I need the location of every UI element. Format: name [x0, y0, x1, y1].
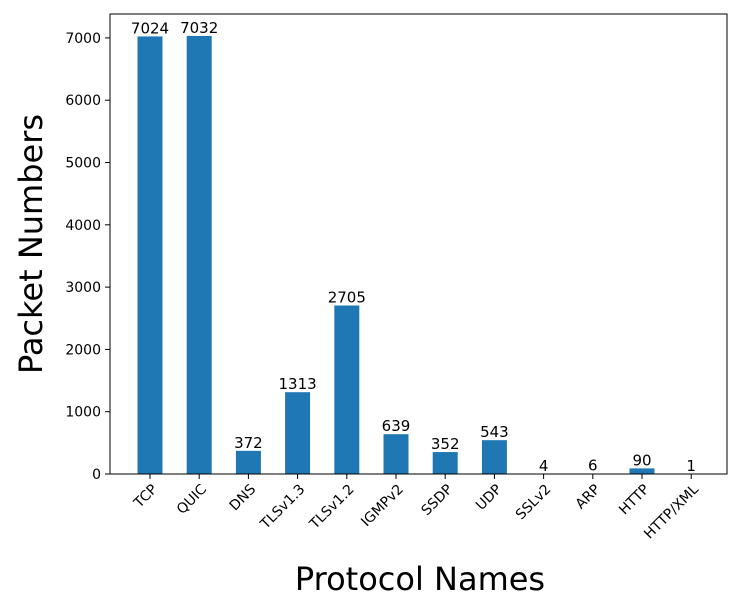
x-tick-label: SSDP — [419, 482, 456, 519]
data-label: 7032 — [180, 19, 218, 37]
y-axis: 0 1000 2000 3000 4000 5000 6000 7000 — [65, 31, 110, 483]
data-label: 7024 — [131, 19, 169, 37]
x-tick-label: QUIC — [174, 481, 210, 517]
data-label: 1313 — [279, 375, 317, 393]
x-tick-label: SSLv2 — [513, 482, 555, 524]
bar-tlsv1-2 — [334, 305, 359, 474]
y-tick-label: 4000 — [65, 218, 101, 234]
bar-igmpv2 — [384, 434, 409, 474]
data-label: 1 — [686, 457, 696, 475]
x-tick-label: HTTP — [616, 482, 653, 519]
y-tick-label: 3000 — [65, 280, 101, 296]
bar-quic — [187, 36, 212, 474]
data-label: 90 — [632, 451, 651, 469]
x-tick-label: TLSv1.3 — [257, 482, 308, 533]
data-label: 2705 — [328, 288, 366, 306]
x-tick-label: UDP — [473, 482, 505, 514]
bars-group — [138, 36, 704, 474]
data-labels-group: 7024 7032 372 1313 2705 639 352 543 4 6 90 1 — [131, 19, 696, 475]
x-tick-label: IGMPv2 — [358, 482, 407, 531]
data-label: 6 — [588, 457, 598, 475]
bar-udp — [482, 440, 507, 474]
bar-tcp — [138, 36, 163, 474]
x-tick-label: DNS — [227, 481, 260, 514]
data-label: 372 — [234, 434, 263, 452]
data-label: 543 — [480, 423, 509, 441]
x-tick-label: TLSv1.2 — [306, 482, 357, 533]
data-label: 4 — [539, 457, 549, 475]
y-tick-label: 5000 — [65, 156, 101, 172]
data-label: 352 — [431, 435, 460, 453]
bar-ssdp — [433, 452, 458, 474]
y-tick-label: 2000 — [65, 342, 101, 358]
bar-tlsv1-3 — [285, 392, 310, 474]
y-axis-label: Packet Numbers — [12, 114, 50, 374]
x-tick-label: ARP — [573, 482, 604, 513]
bar-dns — [236, 451, 261, 474]
data-label: 639 — [382, 417, 411, 435]
y-tick-label: 7000 — [65, 31, 101, 47]
x-axis-label: Protocol Names — [295, 560, 545, 598]
y-tick-label: 0 — [92, 467, 101, 483]
y-tick-label: 1000 — [65, 405, 101, 421]
x-tick-label: TCP — [130, 482, 160, 512]
y-tick-label: 6000 — [65, 93, 101, 109]
